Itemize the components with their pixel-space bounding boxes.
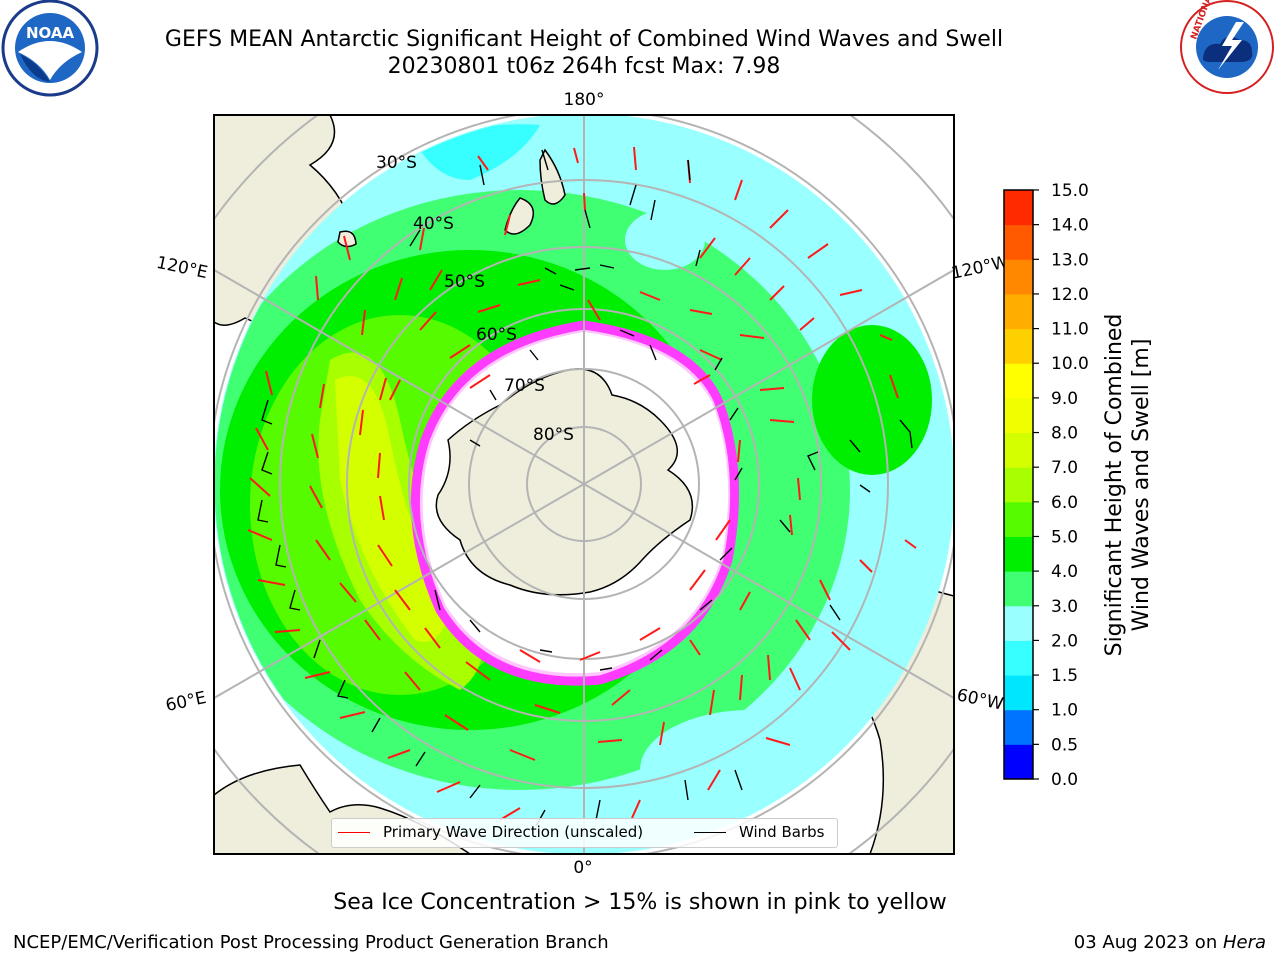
colorbar-segment bbox=[1004, 190, 1033, 226]
colorbar-segment bbox=[1004, 224, 1033, 260]
colorbar-tick-label: 1.0 bbox=[1051, 701, 1078, 721]
colorbar-segment bbox=[1004, 363, 1033, 399]
colorbar-segment bbox=[1004, 536, 1033, 572]
colorbar-segment bbox=[1004, 293, 1033, 330]
colorbar-title: Significant Height of Combined Wind Wave… bbox=[1101, 314, 1155, 657]
colorbar-segment bbox=[1004, 328, 1033, 364]
colorbar-title-line1: Significant Height of Combined bbox=[1102, 313, 1127, 657]
colorbar-tick-label: 13.0 bbox=[1051, 250, 1089, 270]
lon-label-60w: 60°W bbox=[955, 685, 1005, 714]
date-text: 03 Aug 2023 on bbox=[1073, 932, 1223, 953]
colorbar-segment bbox=[1004, 605, 1033, 641]
colorbar-segment bbox=[1004, 709, 1033, 745]
wind-barbs-label: Wind Barbs bbox=[739, 823, 825, 841]
noaa-logo: NOAA bbox=[1, 0, 99, 97]
colorbar-tick-label: 7.0 bbox=[1051, 458, 1078, 478]
colorbar-tick-label: 0.5 bbox=[1051, 735, 1078, 755]
colorbar-segment bbox=[1004, 640, 1033, 676]
colorbar-title-line2: Wind Waves and Swell [m] bbox=[1129, 338, 1154, 632]
colorbar-tick-label: 5.0 bbox=[1051, 527, 1078, 547]
colorbar-tick-label: 12.0 bbox=[1051, 285, 1089, 305]
colorbar-segment bbox=[1004, 501, 1033, 537]
map-frame bbox=[213, 114, 955, 855]
colorbar-tick-label: 0.0 bbox=[1051, 770, 1078, 790]
colorbar-segment bbox=[1004, 571, 1033, 607]
lat-label-60s: 60°S bbox=[476, 325, 517, 345]
map-title: GEFS MEAN Antarctic Significant Height o… bbox=[164, 27, 1004, 52]
colorbar-tick-label: 10.0 bbox=[1051, 354, 1089, 374]
map-legend: Primary Wave Direction (unscaled) Wind B… bbox=[331, 818, 838, 848]
colorbar-tick-label: 4.0 bbox=[1051, 562, 1078, 582]
land-new-zealand bbox=[504, 148, 566, 235]
colorbar-tick-label: 9.0 bbox=[1051, 389, 1078, 409]
colorbar-segment bbox=[1004, 744, 1033, 780]
sea-ice-note: Sea Ice Concentration > 15% is shown in … bbox=[333, 890, 947, 915]
lat-label-30s: 30°S bbox=[376, 153, 417, 173]
credit-line: NCEP/EMC/Verification Post Processing Pr… bbox=[13, 932, 609, 953]
colorbar-segment bbox=[1004, 467, 1033, 503]
wind-barbs bbox=[257, 149, 913, 827]
colorbar-frame bbox=[1003, 189, 1034, 780]
wave-direction-swatch bbox=[338, 832, 370, 833]
lon-label-120e: 120°E bbox=[155, 253, 210, 283]
wind-barbs-swatch bbox=[694, 832, 726, 833]
colorbar-tick-label: 3.0 bbox=[1051, 597, 1078, 617]
colorbar-tick-label: 2.0 bbox=[1051, 631, 1078, 651]
wave-direction-label: Primary Wave Direction (unscaled) bbox=[383, 823, 644, 841]
map-area bbox=[214, 115, 954, 854]
wave-direction-arrows bbox=[247, 146, 917, 821]
colorbar: 0.0 0.5 1.0 1.5 2.0 3.0 4.0 5.0 6.0 7.0 8.0 9.0 10.0… bbox=[1003, 181, 1089, 790]
lat-label-80s: 80°S bbox=[533, 425, 574, 445]
date-line: 03 Aug 2023 on Hera bbox=[1074, 932, 1266, 953]
colorbar-segment bbox=[1004, 259, 1033, 295]
land-tasmania bbox=[337, 230, 357, 248]
lon-label-0: 0° bbox=[573, 858, 592, 878]
noaa-logo-text: NOAA bbox=[26, 24, 75, 42]
colorbar-tick-label: 15.0 bbox=[1051, 181, 1089, 201]
lon-label-180: 180° bbox=[564, 90, 605, 110]
graticule-labels: 180° 120°E 120°W 60°E 60°W 0° 30°S 40°S … bbox=[155, 90, 1011, 878]
machine-name: Hera bbox=[1222, 932, 1266, 953]
colorbar-segment bbox=[1004, 432, 1033, 468]
colorbar-tick-label: 6.0 bbox=[1051, 493, 1078, 513]
graticule bbox=[214, 115, 954, 854]
colorbar-tick-label: 11.0 bbox=[1051, 320, 1089, 340]
land-antarctica bbox=[435, 368, 694, 596]
colorbar-tick-label: 14.0 bbox=[1051, 216, 1089, 236]
colorbar-tick-label: 8.0 bbox=[1051, 424, 1078, 444]
lon-label-60e: 60°E bbox=[164, 688, 208, 716]
lat-label-70s: 70°S bbox=[504, 376, 545, 396]
nws-logo: NATIONAL WEATHER SERVICE bbox=[1180, 0, 1274, 94]
lon-label-120w: 120°W bbox=[950, 252, 1011, 284]
colorbar-tick-label: 1.5 bbox=[1051, 666, 1078, 686]
map-subtitle: 20230801 t06z 264h fcst Max: 7.98 bbox=[387, 54, 781, 79]
colorbar-segment bbox=[1004, 675, 1033, 711]
lat-label-50s: 50°S bbox=[444, 272, 485, 292]
lat-label-40s: 40°S bbox=[413, 214, 454, 234]
colorbar-segment bbox=[1004, 397, 1033, 434]
